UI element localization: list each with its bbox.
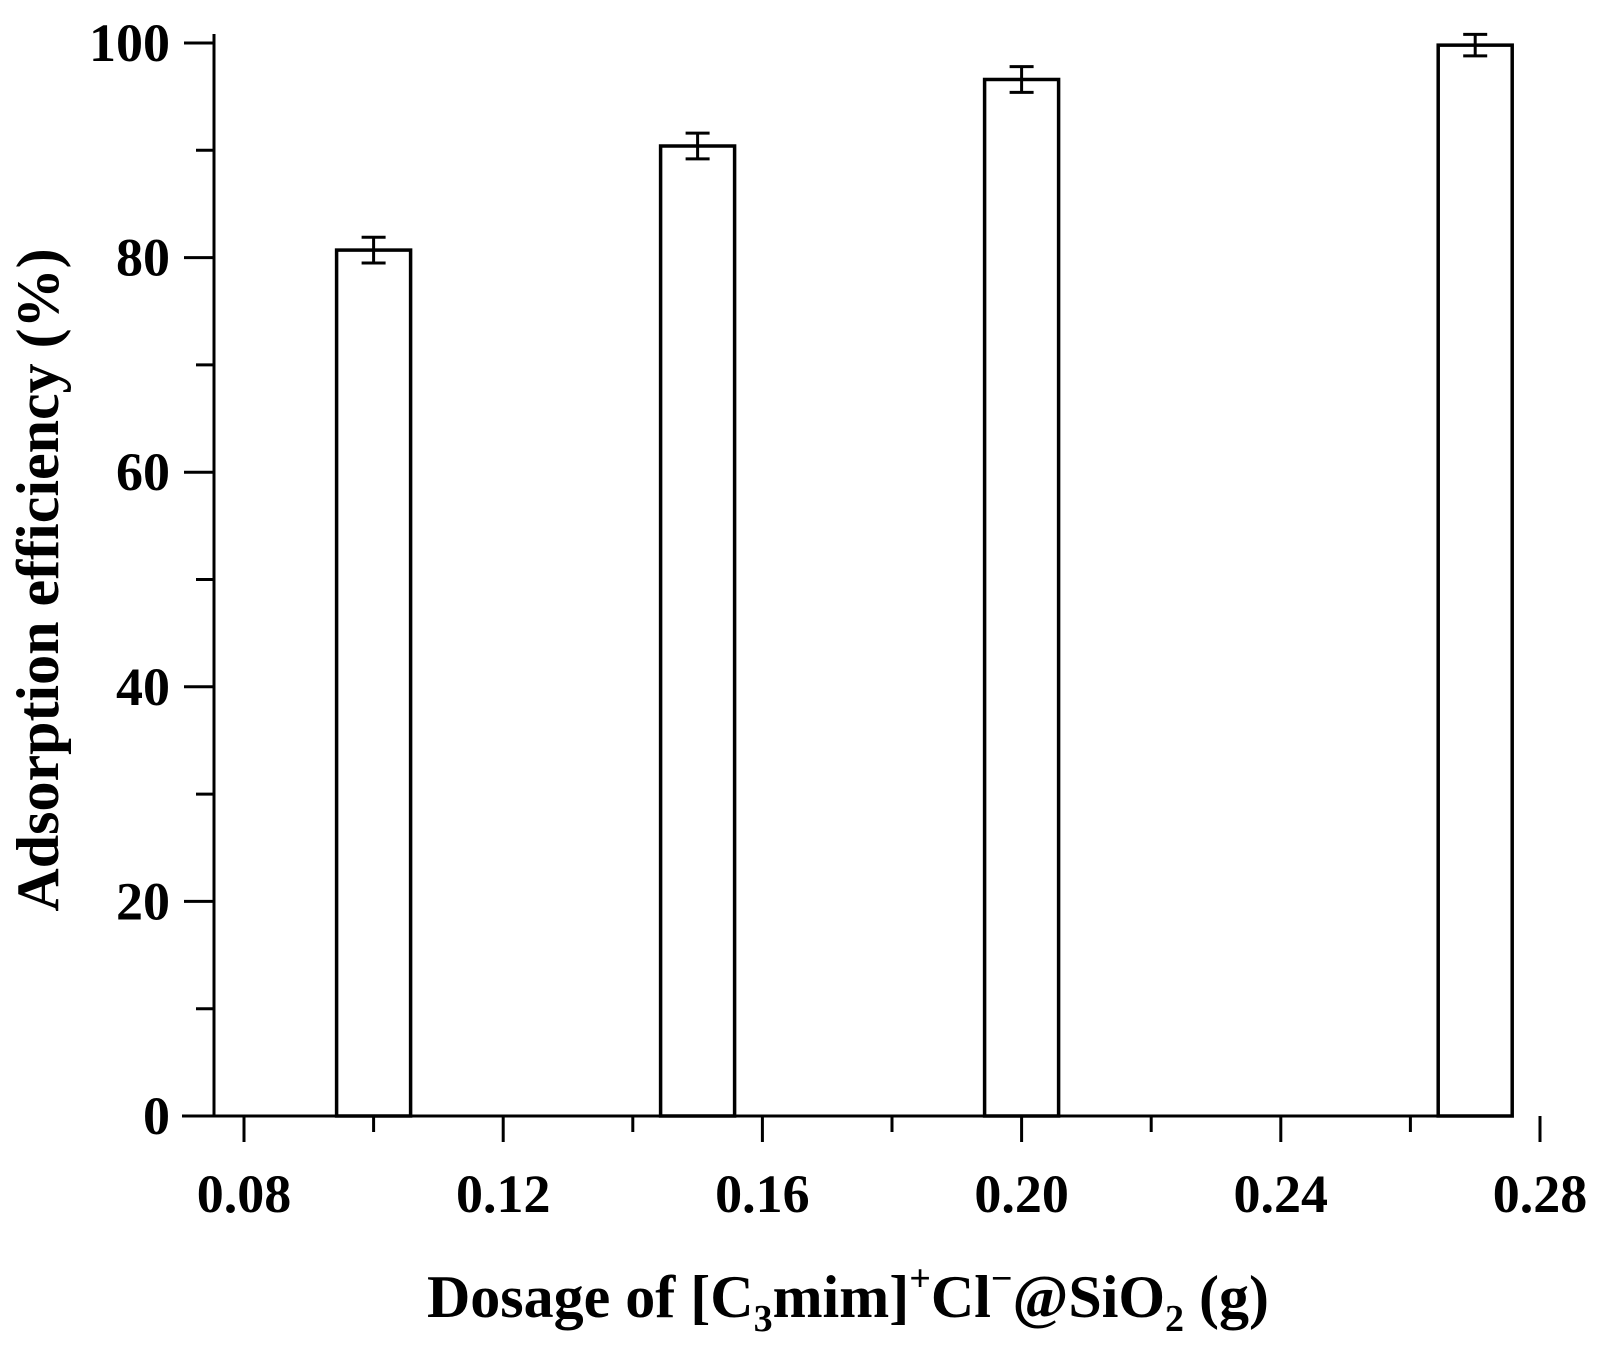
bars (334, 43, 1514, 1118)
y-tick-label: 80 (116, 228, 170, 288)
bar (1436, 43, 1514, 1118)
y-tick-label: 0 (143, 1086, 170, 1146)
x-tick-label: 0.24 (1234, 1164, 1329, 1224)
y-tick-label: 40 (116, 657, 170, 717)
x-axis-title: Dosage of [C3mim]+Cl−@SiO2 (g) (427, 1258, 1269, 1340)
x-tick-label: 0.12 (456, 1164, 551, 1224)
x-tick-label: 0.08 (197, 1164, 292, 1224)
error-bars (361, 32, 1488, 265)
bar (334, 248, 413, 1118)
bar (982, 77, 1061, 1118)
x-tick-label: 0.16 (715, 1164, 810, 1224)
axes: 0 20 40 60 80 100 0.08 0.12 0.16 0.20 0.24 0.28 (89, 13, 1587, 1224)
y-tick-label: 100 (89, 13, 170, 73)
x-tick-label: 0.28 (1493, 1164, 1588, 1224)
y-axis-title: Adsorption efficiency (%) (5, 248, 71, 911)
y-tick-label: 20 (116, 871, 170, 931)
x-tick-label: 0.20 (974, 1164, 1069, 1224)
y-tick-label: 60 (116, 442, 170, 502)
bar (658, 144, 737, 1118)
